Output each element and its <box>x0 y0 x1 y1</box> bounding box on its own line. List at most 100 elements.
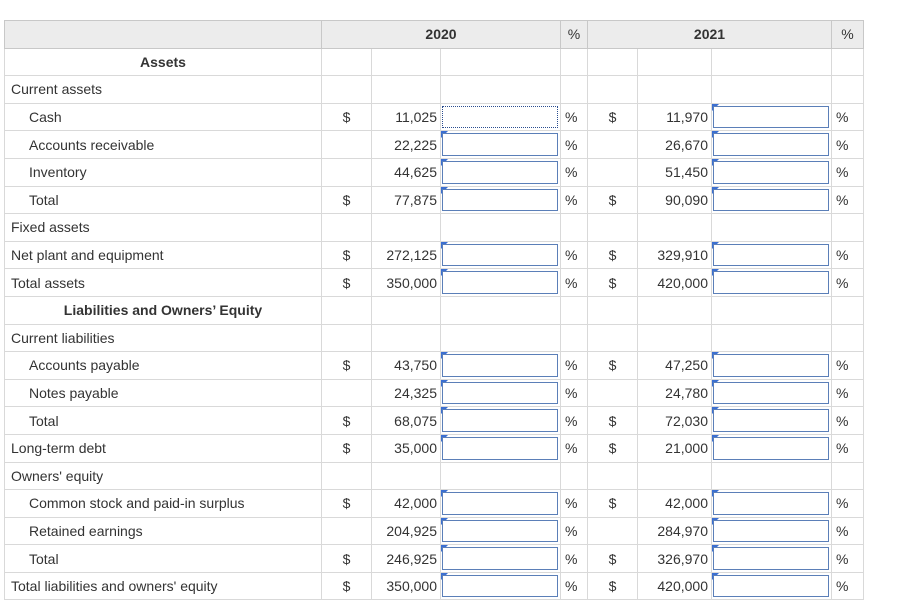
percent-input-2021[interactable] <box>711 185 832 215</box>
percent-input-2021-box[interactable] <box>713 381 829 405</box>
percent-input-2020-box[interactable] <box>442 574 558 598</box>
percent-input-2021[interactable] <box>711 571 832 601</box>
percent-input-2020[interactable] <box>440 378 561 408</box>
percent-input-2021[interactable] <box>711 268 832 297</box>
currency-2021: $ <box>587 489 638 518</box>
table-row-common-stock: Common stock and paid-in surplus $42,000%… <box>4 489 864 518</box>
empty-cell <box>831 323 864 353</box>
percent-input-2020-box[interactable] <box>442 436 558 460</box>
percent-input-2020-box[interactable] <box>442 409 558 432</box>
percent-input-2020[interactable] <box>440 157 561 187</box>
row-label-total-current-assets: Total <box>4 185 322 215</box>
percent-sign-2020: % <box>560 433 588 463</box>
percent-input-2020-box[interactable] <box>442 160 558 184</box>
percent-input-2020[interactable] <box>440 516 561 546</box>
value-2020: 42,000 <box>371 489 441 518</box>
empty-cell <box>831 75 864 104</box>
percent-input-2020[interactable] <box>440 406 561 435</box>
empty-cell <box>560 461 588 491</box>
percent-input-2021[interactable] <box>711 378 832 408</box>
percent-input-2021[interactable] <box>711 516 832 546</box>
percent-input-2021-box[interactable] <box>713 133 829 156</box>
empty-cell <box>587 323 638 353</box>
percent-input-2020[interactable] <box>440 185 561 215</box>
percent-input-2021[interactable] <box>711 406 832 435</box>
percent-input-2021[interactable] <box>711 240 832 270</box>
section-label-owners-equity: Owners' equity <box>4 461 322 491</box>
currency-2021: $ <box>587 544 638 573</box>
percent-input-2020[interactable] <box>440 351 561 380</box>
percent-input-2020-box[interactable] <box>442 519 558 543</box>
percent-input-2020[interactable] <box>440 571 561 601</box>
currency-2021: $ <box>587 268 638 297</box>
percent-input-2020-box[interactable] <box>442 381 558 405</box>
percent-sign-2021: % <box>831 157 864 187</box>
value-2020: 44,625 <box>371 157 441 187</box>
empty-cell <box>587 461 638 491</box>
percent-sign-2021: % <box>831 240 864 270</box>
percent-input-2020[interactable] <box>440 268 561 297</box>
percent-sign-2020: % <box>560 102 588 132</box>
currency-2020: $ <box>321 489 372 518</box>
value-2021: 47,250 <box>637 351 712 380</box>
empty-cell <box>321 295 372 325</box>
table-row-cash: Cash $11,025% $11,970% <box>4 102 864 132</box>
percent-input-2020-box[interactable] <box>442 492 558 515</box>
table-row-retained-earnings: Retained earnings 204,925% 284,970% <box>4 516 864 546</box>
percent-input-2020[interactable] <box>440 102 561 132</box>
percent-input-2021-box[interactable] <box>713 271 829 294</box>
empty-cell <box>560 47 588 77</box>
currency-2020: $ <box>321 351 372 380</box>
percent-input-2020-box[interactable] <box>442 105 558 129</box>
percent-input-2020[interactable] <box>440 489 561 518</box>
percent-input-2020-box[interactable] <box>442 133 558 156</box>
percent-input-2021-box[interactable] <box>713 547 829 570</box>
percent-input-2021-box[interactable] <box>713 492 829 515</box>
percent-input-2021-box[interactable] <box>713 354 829 377</box>
row-label-retained-earnings: Retained earnings <box>4 516 322 546</box>
percent-input-2020[interactable] <box>440 544 561 573</box>
currency-2021 <box>587 516 638 546</box>
percent-input-2021[interactable] <box>711 102 832 132</box>
percent-input-2021[interactable] <box>711 130 832 159</box>
value-2020: 11,025 <box>371 102 441 132</box>
percent-input-2021-box[interactable] <box>713 105 829 129</box>
percent-input-2021-box[interactable] <box>713 188 829 212</box>
percent-sign-2021: % <box>831 185 864 215</box>
percent-input-2021[interactable] <box>711 157 832 187</box>
percent-input-2020[interactable] <box>440 240 561 270</box>
percent-input-2021-box[interactable] <box>713 519 829 543</box>
percent-input-2021-box[interactable] <box>713 436 829 460</box>
empty-cell <box>587 213 638 242</box>
percent-input-2020-box[interactable] <box>442 354 558 377</box>
percent-input-2021-box[interactable] <box>713 243 829 267</box>
table-row-total-current-assets: Total $77,875% $90,090% <box>4 185 864 215</box>
value-2021: 420,000 <box>637 571 712 601</box>
percent-sign-2021: % <box>831 406 864 435</box>
percent-input-2020-box[interactable] <box>442 271 558 294</box>
percent-input-2021[interactable] <box>711 351 832 380</box>
currency-2020 <box>321 157 372 187</box>
empty-cell <box>560 213 588 242</box>
row-label-net-plant: Net plant and equipment <box>4 240 322 270</box>
currency-2021 <box>587 378 638 408</box>
percent-input-2021-box[interactable] <box>713 160 829 184</box>
percent-input-2021[interactable] <box>711 544 832 573</box>
empty-cell <box>321 75 372 104</box>
empty-cell <box>371 323 441 353</box>
percent-input-2021[interactable] <box>711 433 832 463</box>
percent-input-2021[interactable] <box>711 489 832 518</box>
percent-input-2021-box[interactable] <box>713 574 829 598</box>
empty-cell <box>440 461 561 491</box>
percent-input-2020-box[interactable] <box>442 547 558 570</box>
percent-input-2021-box[interactable] <box>713 409 829 432</box>
percent-input-2020-box[interactable] <box>442 188 558 212</box>
percent-input-2020-box[interactable] <box>442 243 558 267</box>
value-2021: 26,670 <box>637 130 712 159</box>
value-2021: 326,970 <box>637 544 712 573</box>
value-2020: 350,000 <box>371 268 441 297</box>
empty-cell <box>440 295 561 325</box>
percent-input-2020[interactable] <box>440 433 561 463</box>
value-2021: 284,970 <box>637 516 712 546</box>
percent-input-2020[interactable] <box>440 130 561 159</box>
